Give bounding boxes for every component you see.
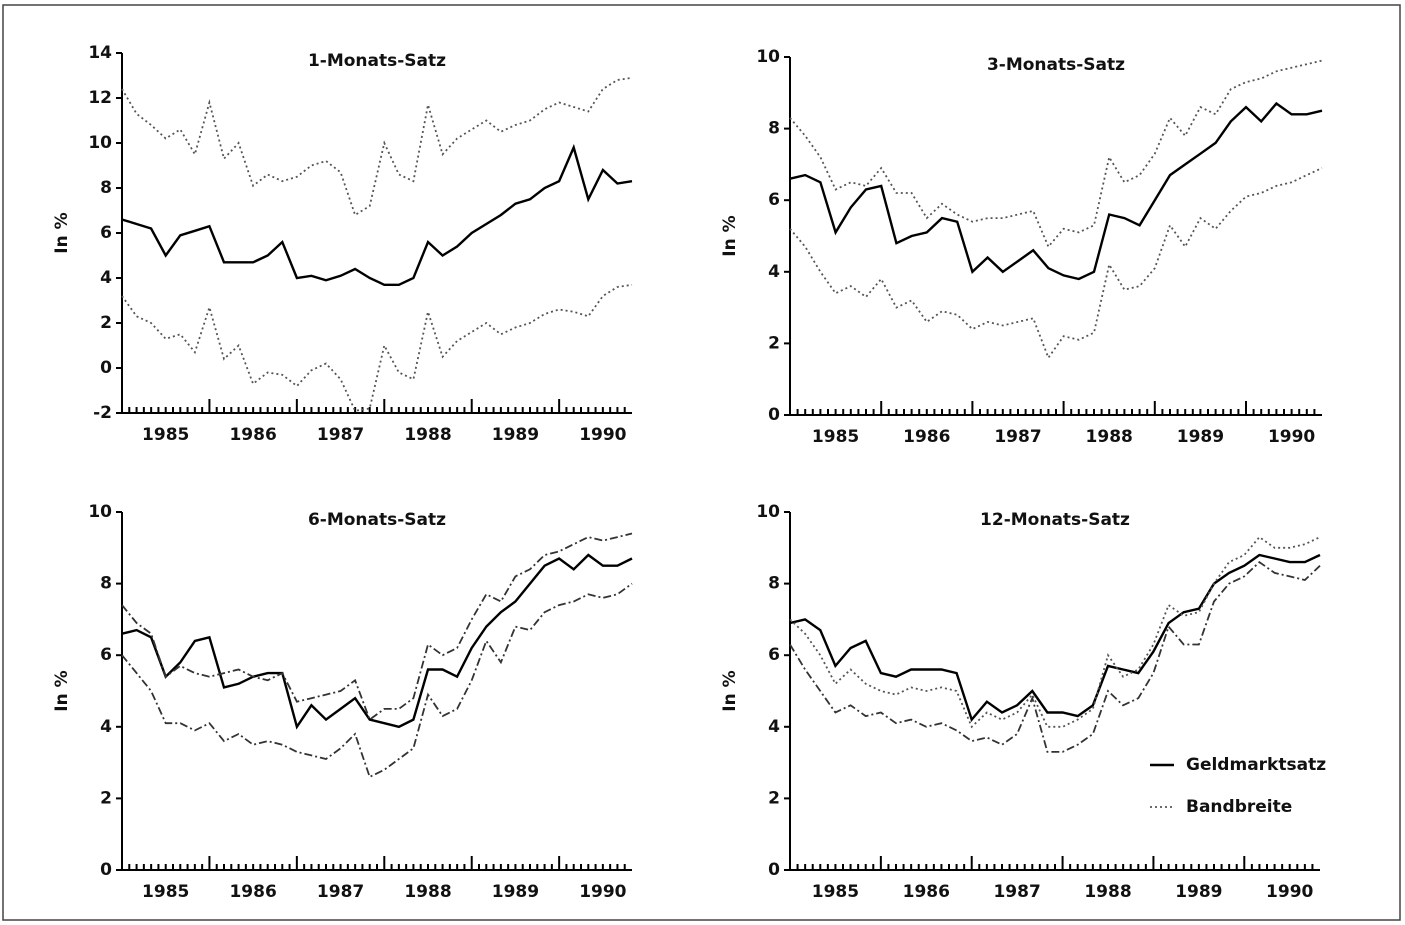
x-tick-label: 1988 <box>404 882 451 902</box>
y-tick-label: 0 <box>100 860 112 880</box>
x-tick-label: 1985 <box>142 425 189 445</box>
x-tick-label: 1987 <box>993 882 1040 902</box>
series-line <box>789 167 1323 360</box>
series-line <box>789 101 1323 281</box>
y-tick-label: 2 <box>100 788 112 808</box>
y-tick-label: 4 <box>768 262 780 282</box>
y-axis-label: In % <box>720 215 740 256</box>
x-tick-label: 1987 <box>994 427 1041 447</box>
x-tick-label: 1986 <box>229 882 276 902</box>
x-tick-label: 1990 <box>579 882 626 902</box>
chart-title: 6-Monats-Satz <box>308 510 446 530</box>
x-tick-label: 1988 <box>404 425 451 445</box>
y-tick-label: 4 <box>100 717 112 737</box>
y-tick-label: 2 <box>768 788 780 808</box>
x-tick-label: 1989 <box>492 425 539 445</box>
x-tick-label: 1986 <box>229 425 276 445</box>
series-line <box>789 535 1321 729</box>
x-tick-label: 1986 <box>903 882 950 902</box>
chart-title: 1-Monats-Satz <box>308 51 446 71</box>
y-axis-label: In % <box>52 670 72 711</box>
chart-title: 3-Monats-Satz <box>987 55 1125 75</box>
x-tick-label: 1989 <box>492 882 539 902</box>
y-tick-label: 2 <box>768 333 780 353</box>
y-tick-label: 2 <box>100 313 112 333</box>
y-tick-label: 0 <box>768 860 780 880</box>
x-tick-label: 1985 <box>812 427 859 447</box>
y-tick-label: 10 <box>88 502 112 522</box>
y-tick-label: 6 <box>768 190 780 210</box>
y-tick-label: 12 <box>88 88 112 108</box>
y-tick-label: 10 <box>88 133 112 153</box>
y-tick-label: 14 <box>88 43 112 63</box>
series-line <box>789 553 1321 723</box>
y-tick-label: 6 <box>100 223 112 243</box>
y-tick-label: -2 <box>93 403 112 423</box>
x-tick-label: 1988 <box>1086 427 1133 447</box>
legend-label: Bandbreite <box>1186 797 1292 817</box>
y-axis-label: In % <box>52 212 72 253</box>
legend-label: Geldmarktsatz <box>1186 755 1326 775</box>
series-line <box>121 582 633 779</box>
series-line <box>121 532 633 722</box>
series-line <box>121 76 633 217</box>
x-tick-label: 1988 <box>1084 882 1131 902</box>
y-tick-label: 6 <box>100 645 112 665</box>
y-tick-label: 10 <box>756 47 780 67</box>
x-tick-label: 1986 <box>903 427 950 447</box>
y-axis-label: In % <box>720 670 740 711</box>
y-tick-label: 4 <box>100 268 112 288</box>
x-tick-label: 1987 <box>317 425 364 445</box>
y-tick-label: 6 <box>768 645 780 665</box>
x-tick-label: 1990 <box>579 425 626 445</box>
series-line <box>121 553 633 730</box>
x-tick-label: 1987 <box>317 882 364 902</box>
x-tick-label: 1985 <box>812 882 859 902</box>
y-tick-label: 8 <box>100 574 112 594</box>
x-tick-label: 1989 <box>1177 427 1224 447</box>
frame <box>2 4 1401 921</box>
x-tick-label: 1990 <box>1268 427 1315 447</box>
y-tick-label: 0 <box>100 358 112 378</box>
y-tick-label: 0 <box>768 405 780 425</box>
y-tick-label: 8 <box>768 119 780 139</box>
y-tick-label: 8 <box>768 574 780 594</box>
chart-title: 12-Monats-Satz <box>980 510 1130 530</box>
series-line <box>789 59 1323 249</box>
series-line <box>121 283 633 412</box>
y-tick-label: 4 <box>768 717 780 737</box>
series-line <box>121 143 633 286</box>
y-tick-label: 10 <box>756 502 780 522</box>
x-tick-label: 1989 <box>1175 882 1222 902</box>
series-line <box>789 560 1321 753</box>
x-tick-label: 1990 <box>1266 882 1313 902</box>
y-tick-label: 8 <box>100 178 112 198</box>
x-tick-label: 1985 <box>142 882 189 902</box>
